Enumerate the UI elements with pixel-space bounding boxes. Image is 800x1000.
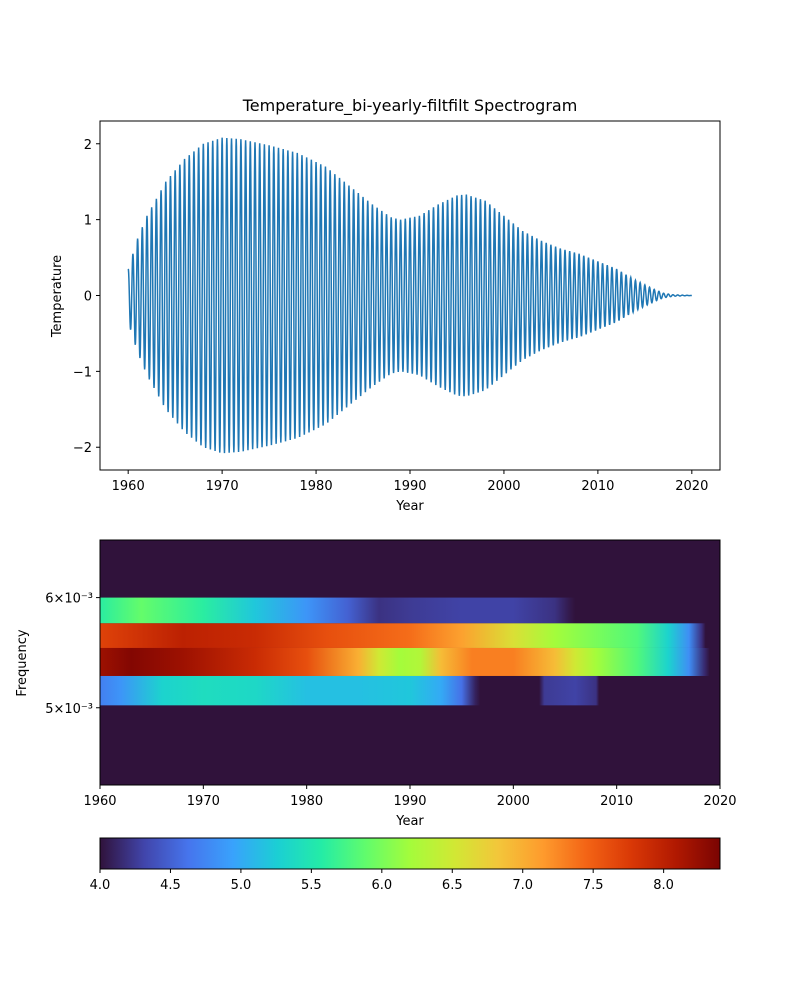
top-y-tick-label: 2: [84, 138, 92, 153]
colorbar-tick-label: 4.0: [90, 878, 111, 893]
top-y-axis-label: Temperature: [50, 255, 65, 338]
top-x-tick-label: 1990: [393, 479, 426, 494]
spectrogram-y-tick-label: 6×10⁻³: [45, 592, 93, 607]
colorbar-tick-label: 4.5: [160, 878, 181, 893]
top-x-tick-label: 2000: [487, 479, 520, 494]
spectrogram-band: [100, 597, 576, 624]
spectrogram-band: [100, 675, 600, 706]
spectrogram-area: [99, 539, 721, 786]
spectrogram-x-tick-label: 1990: [393, 794, 426, 809]
spectrogram-y-tick-label: 5×10⁻³: [45, 702, 93, 717]
spectrogram-band: [100, 623, 706, 648]
spectrogram-band: [100, 647, 710, 676]
colorbar-tick-label: 7.0: [512, 878, 533, 893]
colorbar-tick-label: 8.0: [653, 878, 674, 893]
colorbar-tick-label: 5.0: [231, 878, 252, 893]
spectrogram-x-tick-label: 2000: [497, 794, 530, 809]
spectrogram-x-tick-label: 1980: [290, 794, 323, 809]
spectrogram-x-tick-label: 2010: [600, 794, 633, 809]
spectrogram-x-tick-label: 1960: [83, 794, 116, 809]
top-x-tick-label: 1970: [206, 479, 239, 494]
top-y-axis: 2 1 0 −1 −2: [73, 138, 100, 456]
spectrogram-x-axis: 1960 1970 1980 1990 2000 2010 2020: [83, 785, 737, 809]
top-y-tick-label: −2: [73, 441, 92, 456]
top-y-tick-label: −1: [73, 365, 92, 380]
spectrogram-x-tick-label: 1970: [187, 794, 220, 809]
colorbar-gradient: [100, 838, 720, 869]
top-x-axis-label: Year: [395, 499, 424, 514]
temperature-line: [127, 137, 692, 454]
top-x-tick-label: 1960: [112, 479, 145, 494]
spectrogram-x-tick-label: 2020: [703, 794, 736, 809]
top-x-axis: 1960 1970 1980 1990 2000 2010 2020: [112, 470, 708, 494]
temperature-series-line: [127, 137, 692, 454]
colorbar-tick-label: 6.5: [442, 878, 463, 893]
colorbar-tick-label: 7.5: [583, 878, 604, 893]
chart-title: Temperature_bi-yearly-filtfilt Spectrogr…: [242, 96, 578, 116]
top-x-tick-label: 1980: [300, 479, 333, 494]
colorbar-frame: [99, 837, 721, 870]
line-plot-area: [99, 120, 721, 471]
spectrogram-y-axis: 6×10⁻³ 5×10⁻³: [45, 592, 100, 717]
top-y-tick-label: 0: [84, 290, 92, 305]
top-x-tick-label: 2010: [581, 479, 614, 494]
top-x-tick-label: 2020: [675, 479, 708, 494]
colorbar-tick-label: 5.5: [301, 878, 322, 893]
colorbar-tick-label: 6.0: [371, 878, 392, 893]
spectrogram-y-axis-label: Frequency: [15, 629, 30, 696]
spectrogram-x-axis-label: Year: [395, 814, 424, 829]
colorbar: 4.0 4.5 5.0 5.5 6.0 6.5 7.0 7.5 8.0: [90, 837, 721, 893]
colorbar-axis: 4.0 4.5 5.0 5.5 6.0 6.5 7.0 7.5 8.0: [90, 869, 674, 893]
spectrogram-rows: [100, 597, 710, 706]
top-y-tick-label: 1: [84, 214, 92, 229]
